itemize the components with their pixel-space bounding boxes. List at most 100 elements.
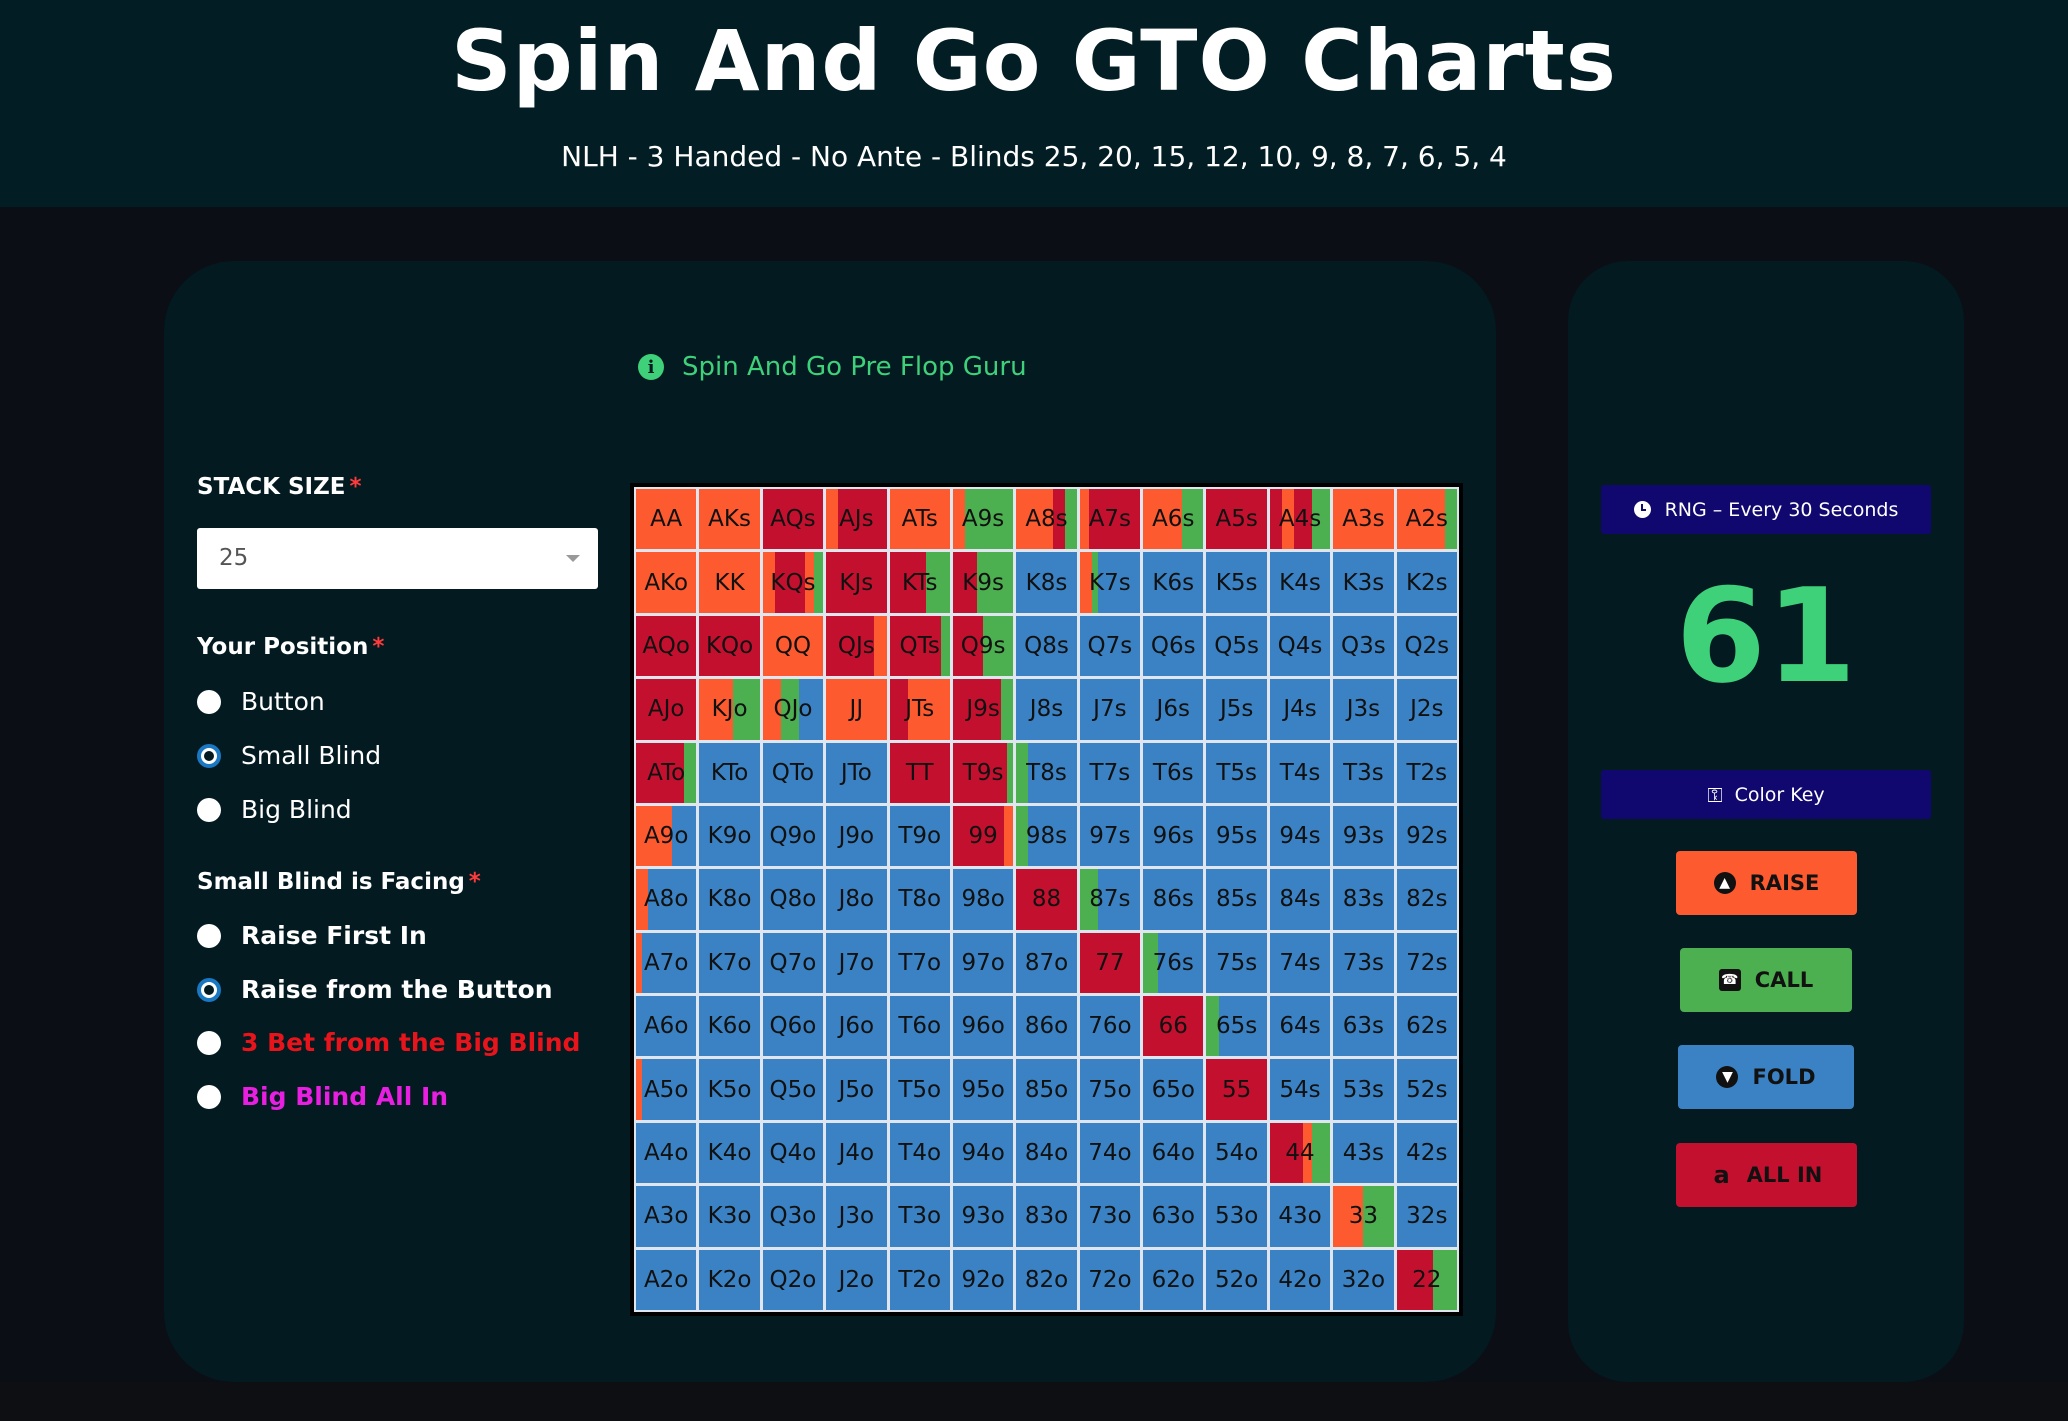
hand-cell: K7s xyxy=(1079,552,1141,613)
facing-option-raise-first-in[interactable]: Raise First In xyxy=(197,921,427,950)
hand-label: T6o xyxy=(898,1013,942,1040)
position-option-button[interactable]: Button xyxy=(197,687,325,716)
hand-cell: QTo xyxy=(762,742,824,803)
hand-segment-fold xyxy=(1333,742,1394,803)
hand-cell: 33 xyxy=(1333,1186,1394,1247)
hand-segment-call xyxy=(780,679,799,740)
hand-cell: 92o xyxy=(952,1249,1014,1310)
hand-segment-fold xyxy=(1269,1249,1331,1310)
hand-segment-call xyxy=(1444,489,1457,550)
hand-cell: T9s xyxy=(952,742,1014,803)
hand-segment-raise xyxy=(1333,1186,1364,1247)
hand-segment-fold xyxy=(1269,1059,1331,1120)
hand-cell: AJs xyxy=(826,489,887,550)
rng-header: RNG – Every 30 Seconds xyxy=(1601,485,1931,534)
hand-cell: T8s xyxy=(1016,742,1077,803)
all-in-button[interactable]: a ALL IN xyxy=(1676,1143,1857,1207)
hand-label: J7o xyxy=(838,949,875,976)
hand-label: JTs xyxy=(905,696,935,723)
hand-label: 22 xyxy=(1412,1266,1442,1293)
hand-label: K9s xyxy=(962,569,1004,596)
hand-cell: J6s xyxy=(1143,679,1204,740)
hand-segment-fold xyxy=(952,1122,1014,1184)
radio-3bet-big-blind[interactable] xyxy=(197,1030,221,1055)
hand-segment-raise xyxy=(907,679,950,740)
hand-segment-allin xyxy=(1079,932,1141,994)
hand-label: JTo xyxy=(840,759,872,786)
hand-cell: Q5o xyxy=(762,1059,824,1120)
hand-cell: 53s xyxy=(1333,1059,1394,1120)
stack-size-label: STACK SIZE * xyxy=(197,474,362,500)
hand-cell: 62s xyxy=(1396,996,1457,1057)
radio-big-blind-all-in[interactable] xyxy=(197,1084,221,1109)
hand-segment-raise xyxy=(874,615,887,677)
hand-label: J6s xyxy=(1156,696,1190,723)
color-key-label: Color Key xyxy=(1734,783,1825,806)
radio-big-blind[interactable] xyxy=(197,797,221,822)
position-option-small-blind[interactable]: Small Blind xyxy=(197,741,381,770)
hand-label: Q4o xyxy=(769,1140,817,1167)
hand-segment-fold xyxy=(762,869,824,930)
hand-segment-fold xyxy=(1016,1249,1077,1310)
hand-label: T3o xyxy=(898,1203,942,1230)
hand-segment-fold xyxy=(1269,805,1331,867)
hand-segment-fold xyxy=(1016,1059,1077,1120)
hand-cell: AQo xyxy=(636,615,697,677)
hand-cell: Q2s xyxy=(1396,615,1457,677)
hand-cell: J4s xyxy=(1269,679,1331,740)
hand-cell: 22 xyxy=(1396,1249,1457,1310)
hand-segment-fold xyxy=(1396,1122,1457,1184)
hand-label: 82o xyxy=(1024,1266,1069,1293)
call-button[interactable]: ☎ CALL xyxy=(1680,948,1852,1012)
hand-label: T7s xyxy=(1089,759,1131,786)
hand-segment-call xyxy=(1182,489,1204,550)
raise-button[interactable]: ▲ RAISE xyxy=(1676,851,1857,915)
hand-cell: 87o xyxy=(1016,932,1077,994)
hand-segment-call xyxy=(684,742,697,803)
hand-label: Q5s xyxy=(1214,632,1260,659)
position-option-big-blind[interactable]: Big Blind xyxy=(197,795,352,824)
hand-segment-allin xyxy=(889,615,941,677)
radio-raise-from-button[interactable] xyxy=(197,977,221,1002)
facing-option-3bet-big-blind[interactable]: 3 Bet from the Big Blind xyxy=(197,1028,580,1057)
hand-label: T5o xyxy=(898,1076,942,1103)
hand-segment-fold xyxy=(1269,679,1331,740)
radio-small-blind[interactable] xyxy=(197,743,221,768)
hand-label: 54s xyxy=(1279,1076,1321,1103)
hand-label: K3o xyxy=(707,1203,752,1230)
hand-segment-fold xyxy=(1143,1059,1204,1120)
hand-segment-allin xyxy=(1206,489,1267,550)
hand-segment-fold xyxy=(952,932,1014,994)
hand-label: T8o xyxy=(898,886,942,913)
hand-label: KK xyxy=(714,569,745,596)
facing-option-raise-from-button[interactable]: Raise from the Button xyxy=(197,975,553,1004)
hand-label: AJs xyxy=(839,506,874,533)
hand-label: 62s xyxy=(1406,1013,1448,1040)
hand-label: 83s xyxy=(1342,886,1385,913)
hand-segment-call xyxy=(1143,932,1159,994)
hand-label: K4o xyxy=(707,1140,752,1167)
radio-raise-first-in[interactable] xyxy=(197,923,221,948)
hand-label: 87o xyxy=(1024,949,1069,976)
position-label: Your Position * xyxy=(197,634,385,660)
hand-label: A7o xyxy=(643,949,689,976)
hand-cell: JTs xyxy=(889,679,950,740)
hand-cell: T2s xyxy=(1396,742,1457,803)
hand-label: 53s xyxy=(1342,1076,1385,1103)
hand-segment-fold xyxy=(762,932,824,994)
fold-button[interactable]: ▼ FOLD xyxy=(1678,1045,1854,1109)
hand-segment-fold xyxy=(1206,615,1267,677)
facing-option-big-blind-all-in[interactable]: Big Blind All In xyxy=(197,1082,448,1111)
stack-size-select[interactable]: 25 xyxy=(197,528,598,589)
hand-label: Q6s xyxy=(1150,632,1196,659)
hand-segment-allin xyxy=(838,489,887,550)
hand-segment-fold xyxy=(1396,805,1457,867)
hand-label: 42s xyxy=(1406,1140,1448,1167)
hand-label: KTo xyxy=(710,759,749,786)
hand-segment-fold xyxy=(1396,1059,1457,1120)
radio-button[interactable] xyxy=(197,689,221,714)
hand-label: 95s xyxy=(1216,823,1258,850)
hand-label: 43s xyxy=(1342,1140,1385,1167)
hand-label: KTs xyxy=(901,569,938,596)
hand-segment-allin xyxy=(1206,1059,1267,1120)
